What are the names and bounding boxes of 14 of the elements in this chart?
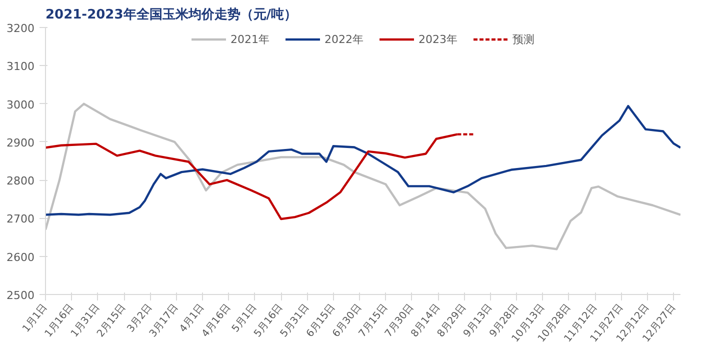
y-tick-label: 3000 <box>6 98 35 112</box>
y-tick-label: 2500 <box>6 289 35 302</box>
y-tick-label: 2700 <box>6 212 35 226</box>
y-tick-label: 2900 <box>6 136 35 150</box>
line-series <box>46 102 680 250</box>
y-tick-label: 2600 <box>6 250 35 264</box>
legend-label: 预测 <box>512 32 534 46</box>
y-tick-label: 3200 <box>6 22 35 35</box>
y-tick-label: 3100 <box>6 60 35 74</box>
legend-label: 2022年 <box>324 32 364 46</box>
legend-label: 2021年 <box>230 32 270 46</box>
legend-label: 2023年 <box>418 32 458 46</box>
y-tick-label: 2800 <box>6 174 35 188</box>
chart-title: 2021-2023年全国玉米均价走势（元/吨） <box>46 6 298 22</box>
